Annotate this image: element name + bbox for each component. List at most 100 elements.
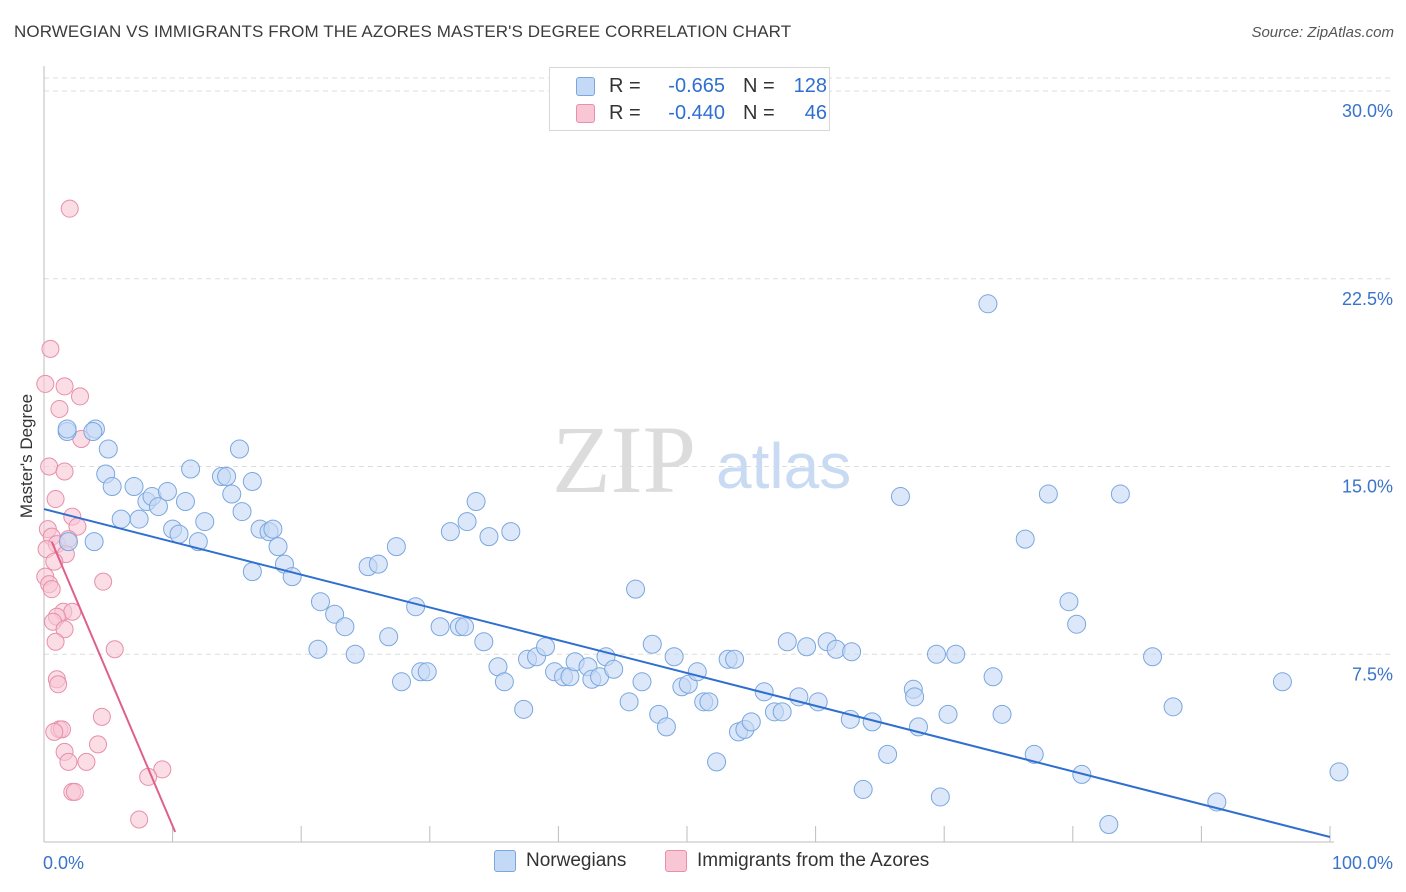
norwegian-point (57, 419, 77, 439)
norwegian-point (1163, 697, 1183, 717)
norwegian-point (229, 439, 249, 459)
norwegian-point (181, 459, 201, 479)
y-tick-label: 7.5% (1352, 664, 1393, 684)
norwegian-point (98, 439, 118, 459)
norwegian-point (430, 617, 450, 637)
azores-point (105, 640, 124, 659)
x-tick-label: 0.0% (43, 853, 84, 873)
azores-point (40, 457, 59, 476)
norwegian-point (386, 537, 406, 557)
norwegian-point (83, 421, 103, 441)
legend-label-norwegians: Norwegians (526, 850, 627, 871)
norwegian-point (777, 632, 797, 652)
legend-swatch-blue (494, 850, 516, 872)
norwegian-point (797, 637, 817, 657)
norwegian-point (124, 477, 144, 497)
x-tick-label: 100.0% (1332, 853, 1393, 873)
norwegian-point (938, 704, 958, 724)
norwegian-point (84, 532, 104, 552)
legend-item-norwegians[interactable]: Norwegians (494, 850, 626, 872)
norwegian-point (707, 752, 727, 772)
azores-point (89, 735, 108, 754)
norwegian-point (474, 632, 494, 652)
norwegian-point (619, 692, 639, 712)
norwegian-point (368, 554, 388, 574)
azores-point (130, 810, 149, 829)
azores-point (50, 399, 69, 418)
norwegian-point (310, 592, 330, 612)
y-axis-title: Master's Degree (17, 394, 36, 518)
azores-point (46, 490, 65, 509)
norwegian-point (1329, 762, 1349, 782)
azores-point (36, 374, 55, 393)
legend-n-label: N = (743, 101, 775, 124)
azores-point (65, 782, 84, 801)
legend-n-value: 46 (804, 101, 827, 124)
norwegian-point (466, 492, 486, 512)
azores-point (153, 760, 172, 779)
norwegians-trend-line (43, 508, 1331, 838)
legend-r-value: -0.665 (668, 74, 725, 97)
legend-r-label: R = (609, 74, 641, 97)
series-legend: Norwegians Immigrants from the Azores (0, 850, 1406, 878)
norwegian-point (604, 659, 624, 679)
watermark-atlas: atlas (716, 430, 851, 502)
norwegian-point (992, 704, 1012, 724)
norwegian-point (111, 509, 131, 529)
azores-point (55, 377, 74, 396)
norwegian-point (455, 617, 475, 637)
norwegian-point (699, 692, 719, 712)
trend-lines (43, 508, 1331, 838)
norwegian-point (983, 667, 1003, 687)
legend-item-azores[interactable]: Immigrants from the Azores (665, 850, 929, 872)
norwegian-point (268, 537, 288, 557)
axes (43, 66, 1334, 843)
norwegian-point (335, 617, 355, 637)
norwegian-point (263, 519, 283, 539)
norwegian-point (978, 294, 998, 314)
norwegian-point (188, 532, 208, 552)
series-azores-points (36, 199, 172, 829)
chart-title: NORWEGIAN VS IMMIGRANTS FROM THE AZORES … (14, 22, 792, 41)
azores-point (55, 620, 74, 639)
norwegian-point (926, 644, 946, 664)
y-tick-label: 15.0% (1342, 477, 1393, 497)
watermark-zip: ZIP (552, 406, 696, 513)
norwegian-point (157, 482, 177, 502)
legend-n-value: 128 (793, 74, 827, 97)
norwegian-point (1110, 484, 1130, 504)
norwegian-point (417, 662, 437, 682)
azores-point (55, 462, 74, 481)
legend-n-label: N = (743, 74, 775, 97)
azores-point (45, 722, 64, 741)
norwegian-point (1143, 647, 1163, 667)
norwegian-point (656, 717, 676, 737)
y-tick-label: 30.0% (1342, 101, 1393, 121)
norwegian-point (905, 687, 925, 707)
norwegian-point (536, 637, 556, 657)
norwegian-point (1059, 592, 1079, 612)
norwegian-point (501, 522, 521, 542)
azores-trend-line (50, 541, 177, 833)
azores-point (92, 707, 111, 726)
norwegian-point (853, 779, 873, 799)
norwegian-point (440, 522, 460, 542)
legend-row-norwegians: R = -0.665 N = 128 (550, 73, 827, 99)
azores-point (71, 387, 90, 406)
norwegian-point (129, 509, 149, 529)
series-norwegians-points (57, 294, 1349, 834)
legend-label-azores: Immigrants from the Azores (697, 850, 930, 871)
legend-swatch-pink (665, 850, 687, 872)
azores-point (60, 199, 79, 218)
norwegian-point (772, 702, 792, 722)
legend-r-value: -0.440 (668, 101, 725, 124)
norwegian-point (195, 512, 215, 532)
azores-point (41, 339, 60, 358)
norwegian-point (345, 644, 365, 664)
norwegian-point (325, 604, 345, 624)
norwegian-point (308, 639, 328, 659)
norwegian-point (148, 497, 168, 517)
norwegian-point (842, 642, 862, 662)
azores-point (59, 752, 78, 771)
